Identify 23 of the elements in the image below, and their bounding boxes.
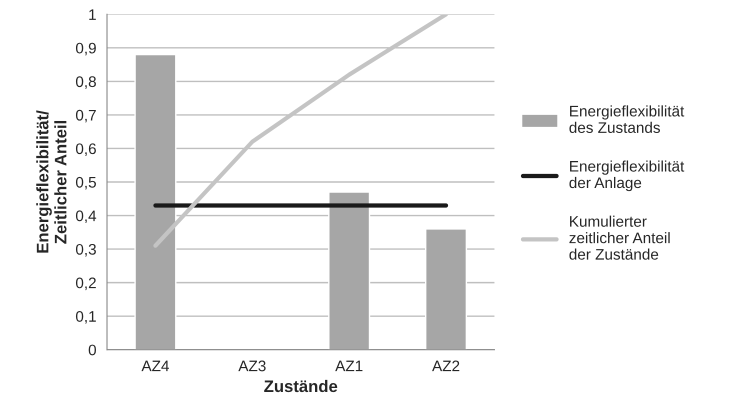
bar — [328, 191, 370, 350]
x-tick-label: AZ4 — [141, 360, 170, 372]
bar — [424, 228, 468, 350]
y-axis-title: Energieflexibilität/ Zeitlicher Anteil — [36, 110, 67, 253]
y-tick-label: 0,4 — [76, 210, 96, 224]
bar — [134, 54, 176, 350]
x-tick-label: AZ2 — [432, 360, 460, 372]
y-tick-label: 0,6 — [76, 143, 96, 156]
y-tick-label: 0,1 — [76, 311, 96, 324]
y-tick-label: 0,9 — [76, 42, 96, 56]
y-tick-label: 0,2 — [76, 277, 96, 290]
legend-label: Kumulierter zeitlicher Anteil der Zustände — [569, 216, 670, 260]
x-axis-title: Zustände — [264, 380, 338, 392]
x-tick-label: AZ1 — [335, 360, 362, 372]
legend-label: Energieflexibilität der Anlage — [569, 160, 684, 192]
legend-label: Energieflexibilität des Zustands — [569, 105, 684, 134]
y-tick-label: 0,5 — [76, 176, 96, 190]
x-tick-label: AZ3 — [238, 360, 266, 372]
y-tick-label: 0,8 — [76, 76, 96, 89]
y-tick-label: 0,3 — [76, 244, 96, 257]
y-tick-label: 0,7 — [76, 110, 96, 122]
y-tick-label: 1 — [89, 9, 96, 20]
y-tick-label: 0 — [88, 344, 96, 356]
